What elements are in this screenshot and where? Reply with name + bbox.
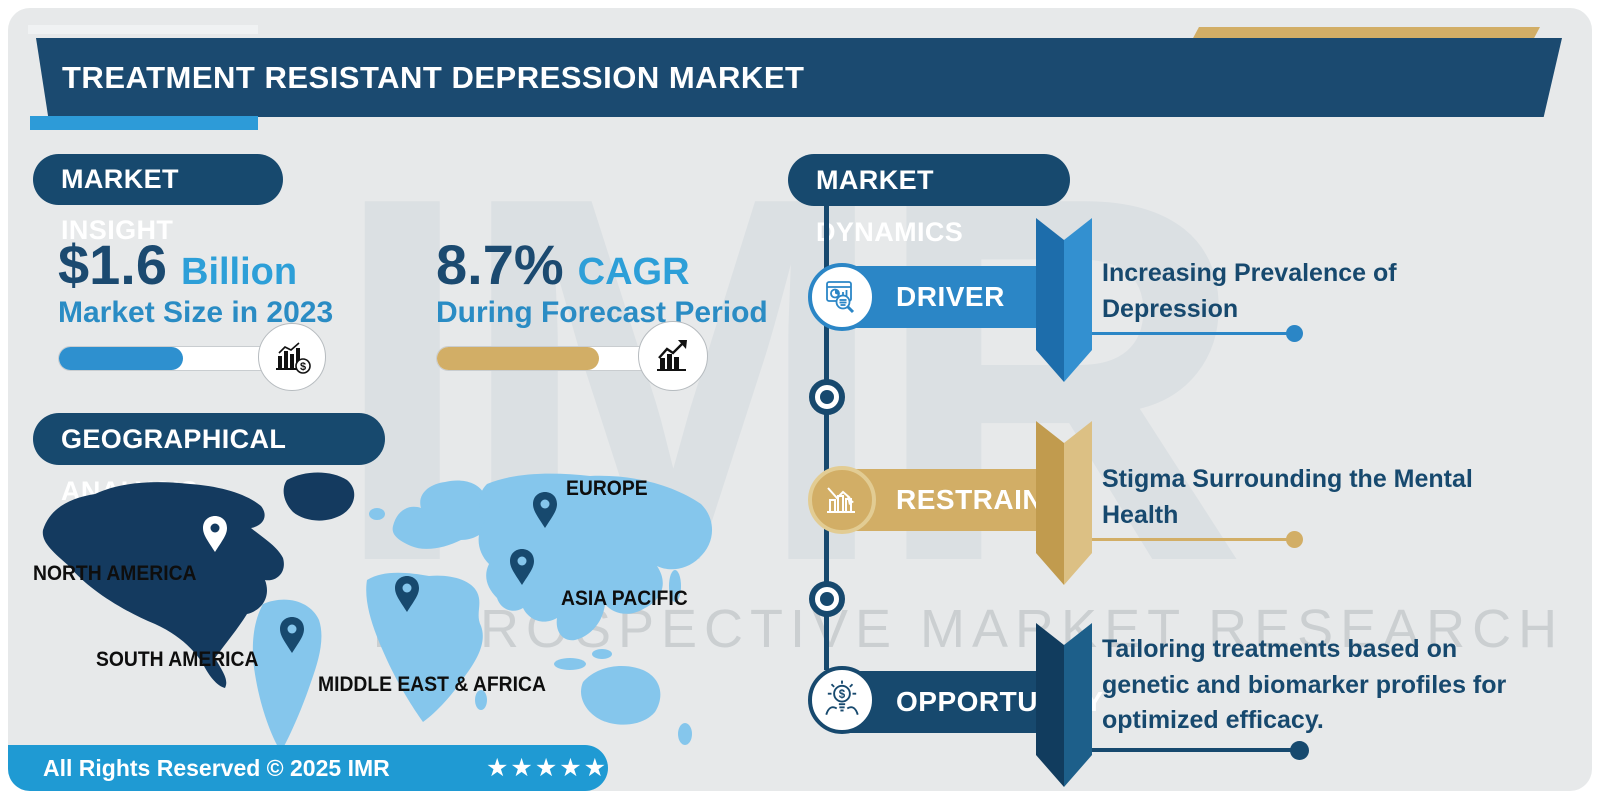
cagr-caption: During Forecast Period xyxy=(436,296,768,329)
report-magnifier-icon xyxy=(826,281,855,314)
dynamics-node-2 xyxy=(809,581,845,617)
svg-text:$: $ xyxy=(300,361,306,373)
driver-text: Increasing Prevalence of Depression xyxy=(1102,259,1397,323)
market-size-icon-circle: $ xyxy=(258,323,326,391)
restraint-pointer-line xyxy=(1092,538,1292,541)
driver-ribbon-arrow xyxy=(1036,218,1092,382)
cagr-value: 8.7% xyxy=(436,233,564,296)
idea-bulb-dollar-icon: $ xyxy=(825,680,859,715)
copyright-text: All Rights Reserved © 2025 IMR xyxy=(43,755,390,781)
restraint-label: RESTRAINT xyxy=(896,484,1061,515)
world-map xyxy=(42,472,713,752)
market-dynamics-label: MARKET DYNAMICS xyxy=(816,165,964,247)
opportunity-pointer-dot xyxy=(1290,741,1309,760)
infographic-card: IMR INTROSPECTIVE MARKET RESEARCH TREATM… xyxy=(8,8,1592,791)
footer-bar: All Rights Reserved © 2025 IMR ★★★★★ xyxy=(8,745,608,791)
restraint-pointer-dot xyxy=(1286,531,1303,548)
driver-label: DRIVER xyxy=(896,281,1005,312)
cagr-unit: CAGR xyxy=(577,251,690,293)
market-insight-badge: MARKET INSIGHT xyxy=(33,154,283,245)
opportunity-ribbon-arrow xyxy=(1036,623,1092,787)
restraint-ribbon-arrow xyxy=(1036,421,1092,585)
opportunity-text: Tailoring treatments based on genetic an… xyxy=(1102,635,1507,734)
cagr-stat: 8.7% CAGR xyxy=(436,232,690,297)
map-pin-north-america xyxy=(203,516,227,552)
market-insight-label: MARKET INSIGHT xyxy=(61,164,179,245)
market-size-value: $1.6 xyxy=(58,233,167,296)
driver-band: DRIVER xyxy=(840,266,1064,328)
driver-pointer-line xyxy=(1092,332,1292,335)
cagr-icon-circle xyxy=(638,321,708,391)
market-size-stat: $1.6 Billion xyxy=(58,232,297,297)
growth-arrow-icon xyxy=(657,340,687,371)
restraint-text: Stigma Surrounding the Mental Health xyxy=(1102,465,1473,529)
dynamics-connector-line xyxy=(824,204,829,670)
region-label-asia-pacific: ASIA PACIFIC xyxy=(561,587,688,610)
map-pin-south-america xyxy=(280,617,304,653)
market-size-unit: Billion xyxy=(181,251,298,293)
rating-stars: ★★★★★ xyxy=(486,754,609,782)
region-label-europe: EUROPE xyxy=(566,477,648,500)
driver-icon-circle xyxy=(808,263,876,331)
cagr-progress-fill xyxy=(437,347,599,370)
map-pin-middle-east-africa xyxy=(395,576,419,612)
opportunity-icon-circle: $ xyxy=(808,666,876,734)
bar-chart-dollar-icon: $ xyxy=(276,342,311,374)
banner-underline-accent xyxy=(30,116,258,130)
region-label-south-america: SOUTH AMERICA xyxy=(96,648,259,671)
region-label-north-america: NORTH AMERICA xyxy=(33,562,197,585)
map-pin-europe xyxy=(533,492,557,528)
page-title: TREATMENT RESISTANT DEPRESSION MARKET xyxy=(62,60,805,95)
opportunity-pointer-line xyxy=(1092,748,1296,752)
declining-chart-icon xyxy=(827,487,855,513)
title-banner: TREATMENT RESISTANT DEPRESSION MARKET xyxy=(36,38,1562,117)
market-size-progress-fill xyxy=(59,347,183,370)
svg-text:$: $ xyxy=(839,689,846,701)
market-dynamics-badge: MARKET DYNAMICS xyxy=(788,154,1070,247)
geographical-analysis-badge: GEOGRAPHICAL ANALYSIS xyxy=(33,413,385,506)
dynamics-node-1 xyxy=(809,379,845,415)
driver-pointer-dot xyxy=(1286,325,1303,342)
restraint-band: RESTRAINT xyxy=(840,469,1064,531)
restraint-icon-circle xyxy=(808,466,876,534)
region-label-middle-east-africa: MIDDLE EAST & AFRICA xyxy=(318,673,546,696)
gold-accent-bar xyxy=(1192,27,1540,40)
map-pin-asia-pacific xyxy=(510,549,534,585)
banner-top-strip xyxy=(28,25,258,34)
